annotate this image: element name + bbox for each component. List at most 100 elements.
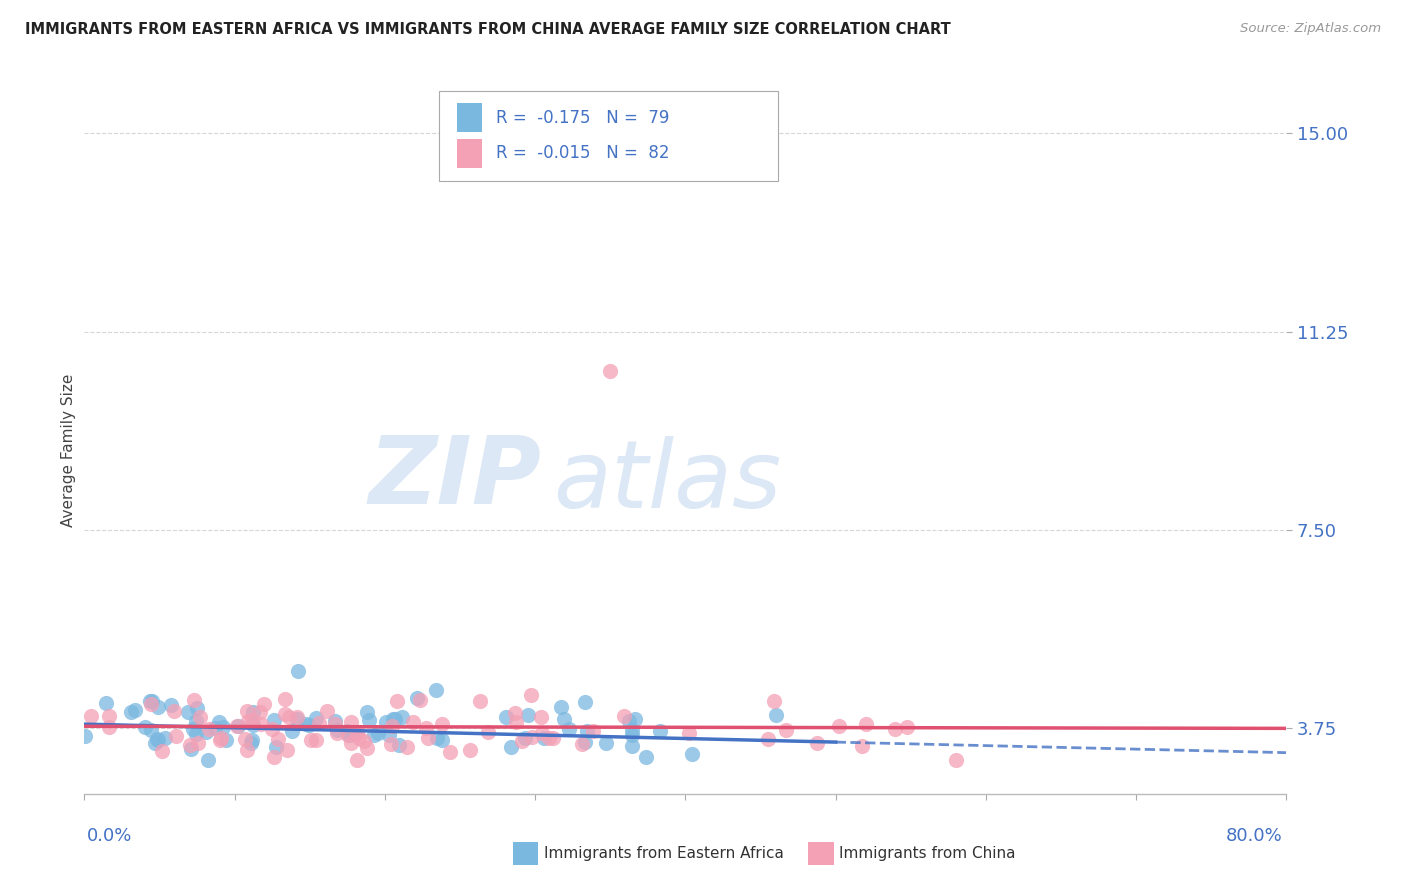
Point [582,724,605,739]
Point [415,721,437,735]
Point [530,709,553,723]
Point [595,736,617,750]
Point [235,704,257,718]
Point [305,733,328,747]
Point [228,719,250,733]
Point [510,734,533,748]
Point [163,704,186,718]
Point [558,722,581,736]
Point [177,705,200,719]
Point [139,694,162,708]
Point [240,733,263,747]
Point [337,728,360,742]
Point [194,724,217,739]
Point [519,688,541,702]
Text: 80.0%: 80.0% [1226,827,1282,845]
Point [250,717,273,731]
Point [181,723,204,737]
Text: ZIP: ZIP [368,432,541,524]
Point [945,753,967,767]
Point [242,705,264,719]
Point [416,731,439,745]
Point [505,714,527,729]
Point [208,733,231,747]
Point [73,729,96,743]
Point [828,718,851,732]
Point [599,364,621,378]
Point [756,732,779,747]
Point [276,743,298,757]
Point [385,694,408,708]
Point [262,723,284,737]
Point [238,714,260,728]
Point [267,731,290,746]
Point [285,710,308,724]
Point [263,713,285,727]
Point [621,739,644,754]
Point [388,739,411,753]
Text: R =  -0.175   N =  79: R = -0.175 N = 79 [496,109,669,127]
Point [896,719,918,733]
Point [374,715,396,730]
Text: IMMIGRANTS FROM EASTERN AFRICA VS IMMIGRANTS FROM CHINA AVERAGE FAMILY SIZE CORR: IMMIGRANTS FROM EASTERN AFRICA VS IMMIGR… [25,22,950,37]
Point [326,723,349,737]
Point [401,714,423,729]
Point [409,693,432,707]
Point [381,712,404,726]
Point [197,753,219,767]
Point [426,731,449,745]
Point [406,690,429,705]
Point [98,720,121,734]
Point [274,692,297,706]
Point [336,723,359,738]
Point [209,731,232,745]
Point [681,747,703,761]
Point [460,743,482,757]
Point [146,732,169,747]
Point [141,694,163,708]
Point [165,729,187,743]
Point [325,726,347,740]
Point [343,726,366,740]
Point [242,718,264,732]
Point [180,742,202,756]
Point [240,713,263,727]
Point [295,716,318,731]
Point [278,710,301,724]
Point [304,711,326,725]
Point [186,714,208,728]
Point [281,724,304,739]
Point [806,736,828,750]
Point [620,728,643,742]
Point [356,706,378,720]
Point [576,724,599,739]
Point [346,753,368,767]
Point [208,715,231,730]
Point [763,693,786,707]
Point [541,731,564,745]
Point [648,724,671,739]
Point [198,722,221,736]
Point [204,721,226,735]
Y-axis label: Average Family Size: Average Family Size [60,374,76,527]
Point [613,709,636,723]
Point [120,705,142,719]
Point [323,714,346,728]
Point [253,698,276,712]
Point [505,706,527,720]
Point [363,728,385,742]
Point [225,719,247,733]
Point [308,716,330,731]
Point [623,713,645,727]
Point [356,740,378,755]
Point [520,730,543,744]
Point [620,723,643,738]
Point [884,722,907,736]
Point [249,706,271,720]
Point [430,717,453,731]
Point [678,726,700,740]
Point [183,693,205,707]
Point [634,750,657,764]
Point [346,725,368,739]
Point [432,732,454,747]
